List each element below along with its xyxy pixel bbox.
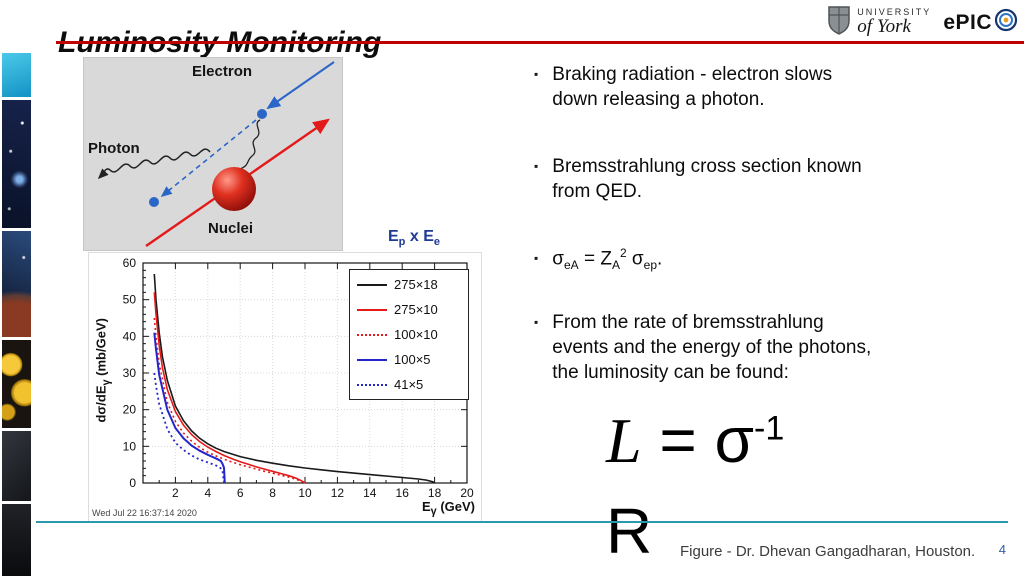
svg-text:10: 10 <box>298 486 312 500</box>
svg-text:12: 12 <box>331 486 345 500</box>
scattered-electron-dashed-line <box>160 119 257 198</box>
svg-text:4: 4 <box>204 486 211 500</box>
bullet-item-luminosity-from-rate: ▪ From the rate of bremsstrahlung events… <box>534 310 980 385</box>
title-underline <box>56 41 1024 44</box>
york-logo-line2: of York <box>857 16 911 38</box>
figure-credit: Figure - Dr. Dhevan Gangadharan, Houston… <box>680 543 976 560</box>
series-line <box>153 273 436 484</box>
svg-text:20: 20 <box>123 403 137 417</box>
legend-entry: 275×10 <box>350 297 468 322</box>
svg-text:10: 10 <box>123 439 137 453</box>
series-line <box>153 292 306 484</box>
legend-line-sample <box>357 358 387 361</box>
series-line <box>153 317 306 484</box>
svg-text:40: 40 <box>123 329 137 343</box>
plot-y-axis-label: dσ/dEγ (mb/GeV) <box>93 318 113 423</box>
legend-entry: 275×18 <box>350 272 468 297</box>
svg-text:60: 60 <box>123 256 137 270</box>
epic-detector-rings-icon <box>994 8 1018 37</box>
electron-label: Electron <box>192 63 253 80</box>
series-line <box>153 332 226 484</box>
svg-text:20: 20 <box>460 486 474 500</box>
legend-line-sample <box>357 383 387 386</box>
legend-entry: 100×5 <box>350 347 468 372</box>
bullet-text: From the rate of bremsstrahlung events a… <box>552 312 872 384</box>
svg-text:50: 50 <box>123 293 137 307</box>
bullet-text: σeA = ZA2 σep. <box>552 246 663 273</box>
bullet-marker: ▪ <box>534 159 539 173</box>
strip-image-dark-detector <box>2 431 31 501</box>
radiated-photon-wave <box>97 148 211 180</box>
strip-image-space-stars <box>2 100 31 228</box>
plot-timestamp: Wed Jul 22 16:37:14 2020 <box>92 508 197 518</box>
legend-entry: 41×5 <box>350 372 468 397</box>
plot-title: Ep x Ee <box>388 228 440 249</box>
bullet-marker: ▪ <box>534 251 539 265</box>
logo-group: UNIVERSITY of York ePIC <box>827 5 1018 40</box>
photon-label: Photon <box>88 140 140 157</box>
electron-dot <box>257 109 267 119</box>
bullet-item-cross-section-qed: ▪ Bremsstrahlung cross section known fro… <box>534 154 980 204</box>
strip-image-cyan <box>2 53 31 97</box>
svg-text:18: 18 <box>428 486 442 500</box>
strip-image-dark-bottom <box>2 504 31 576</box>
legend-label: 100×10 <box>394 327 438 342</box>
svg-text:30: 30 <box>123 366 137 380</box>
legend-entry: 100×10 <box>350 322 468 347</box>
epic-logo-text: ePIC <box>943 10 992 34</box>
svg-text:14: 14 <box>363 486 377 500</box>
svg-text:6: 6 <box>237 486 244 500</box>
svg-text:16: 16 <box>396 486 410 500</box>
page-number: 4 <box>998 542 1006 557</box>
legend-line-sample <box>357 308 387 311</box>
incoming-electron-line <box>266 61 335 110</box>
exchanged-photon-wave <box>239 119 261 170</box>
legend-label: 275×18 <box>394 277 438 292</box>
bullet-text: Bremsstrahlung cross section known from … <box>552 156 862 203</box>
legend-label: 100×5 <box>394 352 431 367</box>
footer-divider <box>36 521 1008 523</box>
strip-image-yellow-spheres <box>2 340 31 428</box>
svg-text:2: 2 <box>172 486 179 500</box>
york-logo-text: UNIVERSITY of York <box>857 6 932 38</box>
bremsstrahlung-plot: 2 4 6 8 10 12 14 16 18 20 0 10 20 30 40 50 60 <box>123 256 474 500</box>
bullet-marker: ▪ <box>534 315 539 329</box>
york-logo-line1: UNIVERSITY <box>857 6 932 17</box>
bullet-item-braking-radiation: ▪ Braking radiation - electron slows dow… <box>534 62 980 112</box>
bremsstrahlung-diagram: Electron Photon Nuclei <box>83 57 343 251</box>
svg-text:8: 8 <box>269 486 276 500</box>
strip-image-planet <box>2 231 31 337</box>
svg-text:0: 0 <box>129 476 136 490</box>
plot-x-axis-label: Eγ (GeV) <box>422 499 475 518</box>
cross-section-figure: 2 4 6 8 10 12 14 16 18 20 0 10 20 30 40 50 60 dσ/dEγ (mb… <box>88 252 482 522</box>
epic-logo: ePIC <box>943 8 1018 37</box>
university-of-york-logo: UNIVERSITY of York <box>827 5 931 40</box>
legend-line-sample <box>357 333 387 336</box>
diagram-graphic <box>97 61 335 247</box>
scattered-electron-dot <box>149 197 159 207</box>
luminosity-formula-line1: L = σ-1 <box>606 404 785 476</box>
bullet-item-sigma-formula: ▪ σeA = ZA2 σep. <box>534 246 980 274</box>
luminosity-formula-line2: R <box>606 495 653 567</box>
york-crest-icon <box>827 5 851 40</box>
nucleus-sphere <box>212 167 256 211</box>
legend-label: 41×5 <box>394 377 424 392</box>
nuclei-label: Nuclei <box>208 220 254 237</box>
series-line <box>153 372 225 484</box>
slide-side-strip <box>0 0 33 576</box>
legend-line-sample <box>357 283 387 286</box>
plot-legend: 275×18 275×10 100×10 100×5 41×5 <box>349 269 469 400</box>
legend-label: 275×10 <box>394 302 438 317</box>
bullet-marker: ▪ <box>534 67 539 81</box>
bullet-text: Braking radiation - electron slows down … <box>552 64 833 111</box>
